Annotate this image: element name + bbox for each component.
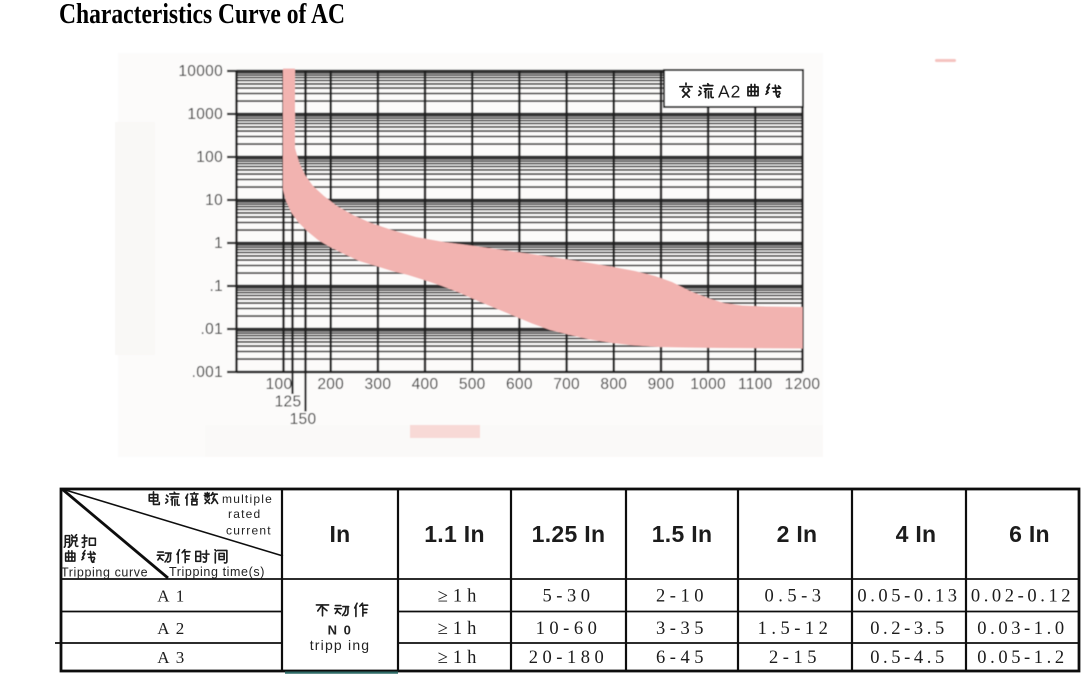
svg-text:A2: A2 [718,82,741,102]
svg-text:1100: 1100 [738,376,773,393]
svg-text:A 3: A 3 [157,648,186,667]
svg-text:150: 150 [290,411,317,428]
svg-text:3-35: 3-35 [656,619,708,639]
svg-text:0.03-1.0: 0.03-1.0 [977,619,1067,639]
svg-text:1.1 In: 1.1 In [424,521,485,547]
svg-text:600: 600 [506,376,533,393]
svg-text:4 In: 4 In [896,521,937,547]
svg-text:1: 1 [214,235,223,252]
svg-text:.1: .1 [209,278,223,295]
svg-text:100: 100 [196,149,223,166]
svg-text:1200: 1200 [785,376,821,393]
svg-text:5-30: 5-30 [543,587,595,607]
svg-text:1.5 In: 1.5 In [652,521,713,547]
svg-text:800: 800 [600,376,627,393]
svg-text:0.05-0.13: 0.05-0.13 [857,587,960,607]
svg-text:Tripping curve: Tripping curve [61,566,148,580]
svg-text:2-15: 2-15 [769,648,821,668]
svg-text:0.02-0.12: 0.02-0.12 [971,587,1074,607]
svg-text:current: current [226,524,272,538]
svg-text:1000: 1000 [690,376,726,393]
svg-text:2 In: 2 In [777,521,818,547]
svg-text:≥1h: ≥1h [438,587,482,607]
svg-text:0.5-4.5: 0.5-4.5 [870,648,948,668]
svg-text:100: 100 [266,376,293,393]
svg-text:In: In [329,521,350,547]
svg-text:.001: .001 [192,364,223,381]
svg-text:20-180: 20-180 [529,648,608,668]
svg-text:10: 10 [205,192,223,209]
svg-text:10-60: 10-60 [536,619,602,639]
svg-text:900: 900 [648,376,675,393]
svg-text:rated: rated [228,507,261,521]
svg-text:0.05-1.2: 0.05-1.2 [977,648,1067,668]
svg-text:0.2-3.5: 0.2-3.5 [870,619,948,639]
svg-text:Tripping time(s): Tripping time(s) [169,565,265,579]
svg-text:125: 125 [275,394,302,411]
svg-text:.01: .01 [201,321,223,338]
svg-text:6 In: 6 In [1009,521,1050,547]
svg-text:1000: 1000 [187,106,223,123]
svg-text:A 2: A 2 [157,619,186,638]
svg-text:1.5-12: 1.5-12 [758,619,833,639]
svg-text:1.25 In: 1.25 In [532,521,606,547]
svg-text:10000: 10000 [178,63,223,80]
svg-text:300: 300 [365,376,392,393]
svg-text:A 1: A 1 [157,587,186,606]
svg-text:tripp ing: tripp ing [310,637,371,653]
svg-text:multiple: multiple [222,492,273,506]
svg-text:Characteristics Curve of AC: Characteristics Curve of AC [59,0,345,30]
svg-text:0.5-3: 0.5-3 [764,587,825,607]
svg-text:≥1h: ≥1h [438,648,482,668]
svg-text:400: 400 [412,376,439,393]
svg-text:2-10: 2-10 [656,587,708,607]
svg-text:N 0: N 0 [328,623,353,638]
svg-text:500: 500 [459,376,486,393]
svg-text:6-45: 6-45 [656,648,708,668]
svg-text:200: 200 [317,376,344,393]
svg-text:≥1h: ≥1h [438,619,482,639]
svg-text:700: 700 [553,376,580,393]
